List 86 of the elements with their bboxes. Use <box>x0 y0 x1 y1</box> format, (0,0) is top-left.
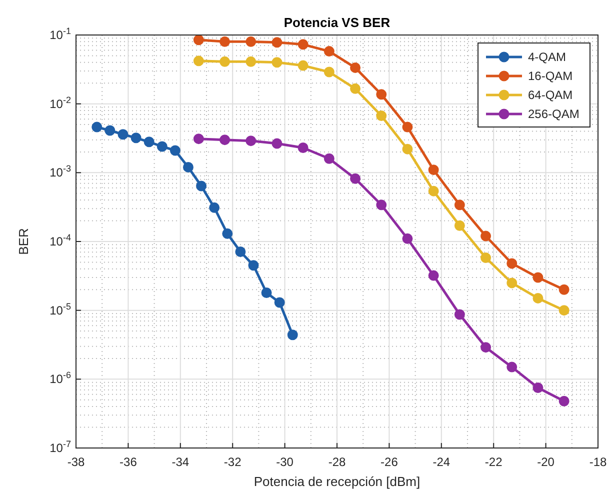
x-axis-title: Potencia de recepción [dBm] <box>254 474 420 489</box>
point <box>182 162 194 172</box>
y-tick-label: 10$^{-6}$ <box>50 370 71 386</box>
point <box>248 260 259 271</box>
legend-label: 256-QAM <box>528 107 580 121</box>
point <box>350 83 361 94</box>
legend-label: 16-QAM <box>528 69 573 83</box>
point <box>156 141 168 152</box>
x-tick-label: -20 <box>537 455 555 469</box>
point <box>428 186 439 196</box>
point <box>532 382 544 394</box>
point <box>298 142 308 154</box>
point <box>193 134 204 144</box>
x-tick-label: -30 <box>276 455 294 469</box>
point <box>272 37 282 48</box>
y-tick-label: 10$^{-4}$ <box>50 232 71 248</box>
x-tick-label: -26 <box>380 455 398 469</box>
point <box>261 288 272 298</box>
y-tick-label: 10$^{-7}$ <box>50 439 71 455</box>
point <box>350 173 361 184</box>
point <box>324 66 334 78</box>
point <box>274 297 285 308</box>
legend-label: 4-QAM <box>528 50 566 64</box>
y-tick-label: 10$^{-2}$ <box>50 94 71 111</box>
point <box>298 60 308 71</box>
y-tick-label: 10$^{-3}$ <box>50 164 71 180</box>
point <box>428 270 439 281</box>
point <box>193 34 204 46</box>
point <box>246 36 256 47</box>
point <box>402 122 413 132</box>
point <box>92 122 102 132</box>
point <box>235 246 246 257</box>
point <box>220 134 230 146</box>
point <box>376 89 387 100</box>
point <box>209 202 220 213</box>
x-tick-label: -22 <box>484 455 503 469</box>
chart-title: Potencia VS BER <box>284 15 391 30</box>
x-tick-label: -38 <box>67 455 85 469</box>
point <box>454 200 465 210</box>
point <box>104 125 116 136</box>
point <box>506 258 518 269</box>
point <box>402 144 413 154</box>
point <box>532 272 544 283</box>
x-tick-label: -24 <box>432 455 450 469</box>
point <box>170 145 180 156</box>
point <box>506 278 518 288</box>
point <box>222 228 233 239</box>
point <box>376 200 387 210</box>
point <box>246 136 256 146</box>
point <box>480 342 492 353</box>
x-tick-label: -36 <box>120 455 138 469</box>
point <box>454 220 465 231</box>
point <box>298 39 308 50</box>
x-tick-label: -28 <box>328 455 346 469</box>
point <box>324 46 334 57</box>
point <box>272 138 282 149</box>
y-tick-label: 10$^{-5}$ <box>50 301 71 318</box>
point <box>480 230 492 242</box>
y-axis-title: BER <box>16 228 31 255</box>
point <box>558 305 570 316</box>
point <box>144 136 154 148</box>
x-tick-label: -34 <box>172 455 190 469</box>
point <box>287 330 298 340</box>
point <box>428 164 439 176</box>
point <box>402 233 413 244</box>
point <box>193 56 204 66</box>
point <box>480 252 492 264</box>
point <box>558 284 570 295</box>
x-tick-label: -18 <box>589 455 607 469</box>
point <box>532 292 544 304</box>
legend-label: 64-QAM <box>528 88 573 102</box>
point <box>130 132 142 144</box>
point <box>196 180 207 192</box>
point <box>558 396 570 406</box>
point <box>118 129 128 140</box>
point <box>350 62 361 73</box>
point <box>246 56 256 67</box>
point <box>506 362 518 372</box>
point <box>324 153 334 164</box>
y-tick-label: 10$^{-1}$ <box>50 26 71 42</box>
point <box>376 110 387 122</box>
x-tick-label: -32 <box>224 455 242 469</box>
point <box>220 36 230 47</box>
point <box>454 309 465 320</box>
point <box>272 57 282 68</box>
point <box>220 56 230 67</box>
